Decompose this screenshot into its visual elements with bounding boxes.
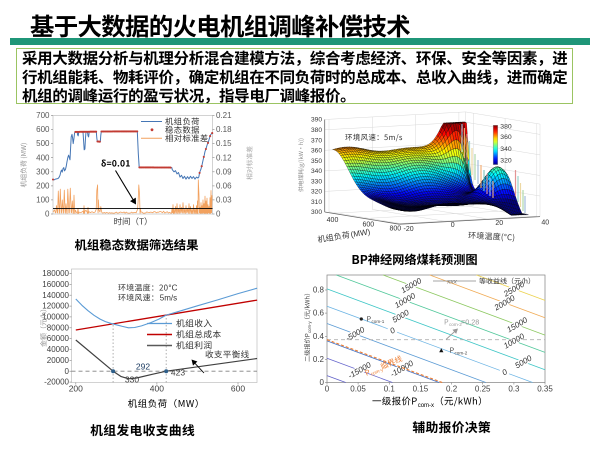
svg-text:600: 600 bbox=[36, 125, 50, 134]
svg-text:700: 700 bbox=[36, 111, 50, 120]
svg-text:com-y: com-y bbox=[307, 320, 312, 332]
svg-text:20000: 20000 bbox=[47, 356, 70, 365]
svg-text:300: 300 bbox=[311, 209, 322, 216]
svg-text:0.25: 0.25 bbox=[475, 385, 491, 394]
svg-text:100000: 100000 bbox=[42, 313, 69, 322]
svg-text:0.09: 0.09 bbox=[216, 167, 232, 176]
svg-text:0.2: 0.2 bbox=[313, 355, 325, 364]
svg-text:160000: 160000 bbox=[42, 280, 69, 289]
svg-text:0: 0 bbox=[65, 367, 70, 376]
svg-text:com-y: com-y bbox=[370, 368, 385, 378]
svg-text:0: 0 bbox=[45, 210, 50, 219]
svg-text:0.05: 0.05 bbox=[350, 385, 366, 394]
svg-text:0: 0 bbox=[451, 222, 455, 229]
svg-text:xxx: xxx bbox=[446, 279, 458, 286]
svg-text:800: 800 bbox=[389, 226, 401, 233]
svg-text:0.21: 0.21 bbox=[216, 111, 232, 120]
svg-text:340: 340 bbox=[311, 168, 322, 175]
svg-text:292: 292 bbox=[136, 362, 150, 372]
svg-text:423: 423 bbox=[171, 368, 185, 378]
svg-text:0.03: 0.03 bbox=[216, 196, 232, 205]
svg-text:0.8: 0.8 bbox=[313, 286, 325, 295]
svg-text:com-1: com-1 bbox=[372, 319, 385, 324]
svg-text:380: 380 bbox=[500, 123, 512, 130]
svg-text:100: 100 bbox=[36, 196, 50, 205]
svg-text:0.6: 0.6 bbox=[313, 309, 325, 318]
svg-text:(MW): (MW) bbox=[350, 227, 371, 239]
svg-text:180000: 180000 bbox=[42, 269, 69, 278]
svg-text:400: 400 bbox=[36, 153, 50, 162]
svg-text:370: 370 bbox=[311, 137, 322, 144]
svg-text:0.1: 0.1 bbox=[384, 385, 396, 394]
svg-text:400: 400 bbox=[327, 217, 339, 224]
svg-text:0: 0 bbox=[325, 385, 330, 394]
svg-text:40: 40 bbox=[541, 219, 549, 226]
svg-text:330: 330 bbox=[125, 375, 139, 385]
svg-text:60000: 60000 bbox=[47, 334, 70, 343]
svg-text:40000: 40000 bbox=[47, 345, 70, 354]
svg-text:0.18: 0.18 bbox=[216, 125, 232, 134]
svg-text:310: 310 bbox=[311, 199, 322, 206]
svg-text:320: 320 bbox=[500, 158, 512, 165]
svg-text:0.15: 0.15 bbox=[413, 385, 429, 394]
svg-text:com-2: com-2 bbox=[455, 351, 468, 356]
svg-text:330: 330 bbox=[311, 178, 322, 185]
svg-text:-20: -20 bbox=[404, 226, 414, 233]
svg-text:com-x: com-x bbox=[418, 403, 434, 409]
svg-text:350: 350 bbox=[311, 158, 322, 165]
svg-text:0.15: 0.15 bbox=[216, 139, 232, 148]
svg-text:500: 500 bbox=[36, 139, 50, 148]
svg-text:360: 360 bbox=[311, 148, 322, 155]
svg-text:=0.28: =0.28 bbox=[461, 318, 479, 327]
svg-text:0.4: 0.4 bbox=[313, 332, 325, 341]
svg-text:600: 600 bbox=[231, 384, 245, 394]
svg-text:com-2: com-2 bbox=[449, 322, 462, 327]
svg-text:120000: 120000 bbox=[42, 302, 69, 311]
svg-text:0: 0 bbox=[388, 325, 397, 335]
svg-text:300: 300 bbox=[36, 167, 50, 176]
svg-text:390: 390 bbox=[311, 117, 322, 124]
svg-text:80000: 80000 bbox=[47, 323, 70, 332]
svg-text:0.06: 0.06 bbox=[216, 182, 232, 191]
svg-text:0.2: 0.2 bbox=[446, 385, 458, 394]
svg-text:140000: 140000 bbox=[42, 291, 69, 300]
svg-text:400: 400 bbox=[150, 384, 164, 394]
svg-text:-20000: -20000 bbox=[44, 378, 69, 387]
svg-text:0: 0 bbox=[320, 378, 325, 387]
svg-text:200: 200 bbox=[36, 182, 50, 191]
svg-text:200: 200 bbox=[69, 384, 83, 394]
svg-text:600: 600 bbox=[362, 222, 374, 229]
svg-text:0: 0 bbox=[216, 210, 221, 219]
svg-text:320: 320 bbox=[311, 189, 322, 196]
svg-text:340: 340 bbox=[500, 146, 512, 153]
svg-text:5m/s: 5m/s bbox=[160, 294, 177, 303]
svg-text:0.3: 0.3 bbox=[508, 385, 520, 394]
svg-text:360: 360 bbox=[500, 134, 512, 141]
svg-text:°C: °C bbox=[168, 284, 177, 293]
svg-text:0.35: 0.35 bbox=[537, 385, 553, 394]
svg-text:20: 20 bbox=[495, 220, 503, 227]
svg-text:380: 380 bbox=[311, 127, 322, 134]
svg-text:0.12: 0.12 bbox=[216, 153, 232, 162]
svg-text:0: 0 bbox=[500, 367, 509, 377]
